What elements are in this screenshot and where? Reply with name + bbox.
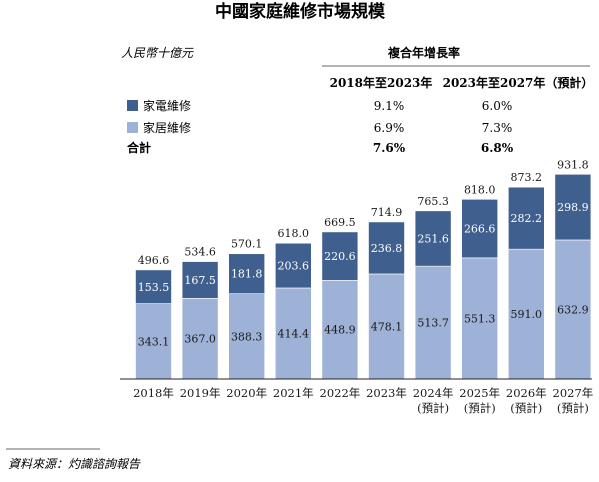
x-tick-label: 2019年: [180, 386, 221, 400]
bar-total-label: 931.8: [557, 158, 589, 171]
x-tick-label: 2020年: [226, 386, 267, 400]
bar-label-home: 448.9: [324, 324, 356, 337]
bar-label-appliance: 298.9: [557, 201, 589, 214]
bar-total-label: 669.5: [324, 216, 356, 229]
bar-label-appliance: 181.8: [231, 268, 263, 281]
bar-appliance-repair: [507, 186, 545, 250]
cagr-row-label-total: 合計: [127, 140, 151, 155]
cagr-header: 複合年增長率: [387, 45, 460, 60]
bar-home-repair: [554, 239, 592, 380]
x-tick-label: 2023年: [366, 386, 407, 400]
bar-appliance-repair: [181, 261, 219, 299]
bar-total-label: 714.9: [371, 206, 403, 219]
bar-label-appliance: 203.6: [278, 260, 310, 273]
bar-label-appliance: 282.2: [511, 212, 543, 225]
bar-appliance-repair: [554, 173, 592, 241]
legend-swatch-home: [127, 122, 138, 133]
bar-label-home: 414.4: [278, 327, 310, 340]
chart-title: 中國家庭維修市場規模: [215, 1, 386, 22]
cagr-row-label-home: 家居維修: [143, 120, 191, 135]
bar-appliance-repair: [228, 253, 265, 294]
bar-group: 343.1 153.5 496.6 2018年 367.0 167.5 534.6 2019年…: [133, 158, 593, 415]
bar-total-label: 873.2: [511, 171, 543, 184]
cagr-col-1: 2018年至2023年: [330, 75, 433, 90]
x-tick-label: 2018年: [133, 386, 174, 400]
bar-total-label: 496.6: [138, 254, 170, 267]
x-tick-label: (預計): [464, 401, 496, 415]
bar-appliance-repair: [461, 199, 499, 259]
cagr-row-appliance-v2: 6.0%: [482, 99, 513, 113]
bar-total-label: 765.3: [417, 195, 449, 208]
bar-label-appliance: 153.5: [138, 281, 170, 294]
bar-label-home: 367.0: [184, 333, 216, 346]
bar-home-repair: [368, 273, 405, 380]
cagr-row-home-v1: 6.9%: [374, 121, 405, 135]
x-tick-label: 2025年: [459, 386, 500, 400]
source-note: 資料來源：灼識諮詢報告: [8, 457, 141, 471]
unit-label: 人民幣十億元: [121, 46, 194, 60]
x-tick-label: (預計): [510, 401, 542, 415]
bar-appliance-repair: [274, 242, 312, 289]
bar-home-repair: [228, 293, 265, 380]
bar-label-home: 343.1: [138, 335, 170, 348]
x-tick-label: 2027年: [553, 386, 594, 400]
bar-total-label: 618.0: [278, 227, 310, 240]
bar-home-repair: [274, 287, 312, 380]
bar-total-label: 818.0: [464, 183, 496, 196]
bar-label-appliance: 167.5: [184, 274, 216, 287]
cagr-row-total-v2: 6.8%: [481, 141, 514, 155]
bar-total-label: 570.1: [231, 238, 263, 251]
cagr-row-home-v2: 7.3%: [482, 121, 513, 135]
bar-label-home: 551.3: [464, 312, 496, 325]
cagr-row-appliance-v1: 9.1%: [374, 99, 405, 113]
bar-label-appliance: 251.6: [417, 233, 449, 246]
x-tick-label: (預計): [417, 401, 449, 415]
bar-label-home: 591.0: [511, 308, 543, 321]
x-tick-label: 2022年: [320, 386, 361, 400]
cagr-row-total-v1: 7.6%: [373, 141, 406, 155]
bar-home-repair: [414, 265, 452, 380]
cagr-col-2: 2023年至2027年（預計）: [443, 75, 594, 90]
bar-label-home: 632.9: [557, 303, 589, 316]
bar-label-home: 513.7: [417, 317, 449, 330]
bar-appliance-repair: [414, 210, 452, 267]
legend-swatch-appliance: [127, 100, 138, 111]
x-tick-label: (預計): [557, 401, 589, 415]
bar-label-home: 388.3: [231, 330, 263, 343]
bar-label-home: 478.1: [371, 320, 403, 333]
bar-home-repair: [461, 257, 499, 380]
x-tick-label: 2026年: [506, 386, 547, 400]
cagr-row-label-appliance: 家電維修: [143, 98, 191, 113]
bar-appliance-repair: [368, 221, 405, 275]
x-tick-label: 2021年: [273, 386, 314, 400]
bar-appliance-repair: [135, 269, 172, 304]
bar-label-appliance: 236.8: [371, 242, 403, 255]
bar-label-appliance: 266.6: [464, 223, 496, 236]
bar-label-appliance: 220.6: [324, 250, 356, 263]
bar-total-label: 534.6: [184, 246, 216, 259]
bar-home-repair: [321, 280, 359, 380]
x-tick-label: 2024年: [413, 386, 454, 400]
bar-appliance-repair: [321, 231, 359, 281]
